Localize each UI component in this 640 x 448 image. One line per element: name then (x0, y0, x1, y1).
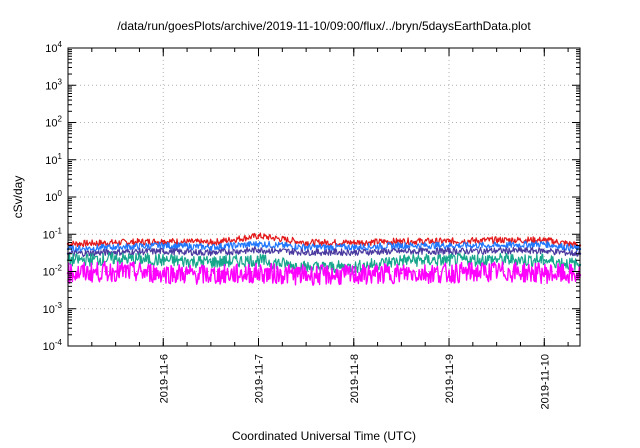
data-point (543, 242, 546, 246)
data-point (495, 270, 498, 273)
data-point (447, 259, 451, 262)
data-point (447, 250, 451, 253)
series-line (67, 246, 581, 258)
data-point (304, 273, 308, 277)
y-axis-label: cSv/day (11, 176, 25, 219)
data-point (257, 248, 260, 252)
data-point (495, 244, 498, 247)
data-point (114, 257, 117, 260)
x-tick-label: 2019-11-8 (349, 354, 361, 403)
data-point (162, 244, 165, 247)
y-tick-label: 10-4 (43, 338, 63, 353)
tick-marks (67, 47, 580, 347)
data-point (352, 245, 355, 249)
data-point (114, 241, 117, 244)
data-point (352, 241, 355, 244)
data-point (209, 273, 213, 277)
y-tick-label: 104 (45, 40, 62, 55)
series-line (67, 261, 581, 286)
data-point (543, 259, 546, 262)
data-point (352, 250, 355, 254)
data-point (162, 240, 165, 243)
data-point (304, 250, 308, 254)
data-point (352, 273, 355, 277)
data-point (257, 242, 260, 246)
series-line (67, 252, 581, 275)
y-tick-label: 103 (45, 77, 62, 92)
data-point (114, 250, 117, 254)
data-point (495, 249, 498, 252)
data-point (304, 245, 308, 249)
data-point (209, 251, 213, 254)
series-line (67, 240, 581, 253)
data-point (257, 259, 260, 262)
y-tick-labels: 104 103 102 101 100 10-1 10-2 10-3 10-4 (43, 40, 63, 353)
y-tick-label: 10-1 (43, 226, 63, 241)
y-tick-label: 10-3 (43, 301, 63, 316)
data-point (257, 272, 260, 275)
data-point (209, 245, 213, 249)
x-tick-label: 2019-11-10 (539, 354, 551, 409)
data-point (543, 272, 546, 275)
x-tick-labels: 2019-11-6 2019-11-7 2019-11-8 2019-11-9 2019… (158, 354, 551, 409)
data-point (114, 270, 117, 273)
chart-title: /data/run/goesPlots/archive/2019-11-10/0… (117, 19, 531, 33)
x-tick-label: 2019-11-9 (444, 354, 456, 403)
data-point (162, 272, 165, 275)
data-point (400, 250, 403, 253)
data-point (543, 238, 546, 242)
data-point (162, 250, 165, 253)
x-tick-label: 2019-11-7 (254, 354, 266, 403)
series-layer (66, 232, 582, 286)
grid-lines (68, 48, 580, 346)
y-tick-label: 102 (45, 115, 62, 130)
data-point (209, 241, 213, 244)
data-point (495, 258, 498, 261)
y-tick-label: 100 (45, 189, 62, 204)
y-tick-label: 101 (45, 152, 62, 167)
data-point (543, 249, 546, 252)
data-point (162, 259, 165, 262)
data-point (209, 260, 213, 264)
data-point (400, 259, 403, 262)
x-axis-label: Coordinated Universal Time (UTC) (232, 429, 416, 443)
data-point (400, 244, 403, 247)
data-point (447, 244, 451, 247)
data-point (257, 234, 260, 238)
data-point (114, 245, 117, 249)
x-tick-label: 2019-11-6 (158, 354, 170, 403)
data-point (400, 272, 403, 275)
data-point (400, 240, 403, 243)
data-point (447, 240, 451, 243)
data-point (304, 241, 308, 244)
data-point (495, 238, 498, 242)
data-point (447, 272, 451, 275)
y-tick-label: 10-2 (43, 264, 63, 279)
